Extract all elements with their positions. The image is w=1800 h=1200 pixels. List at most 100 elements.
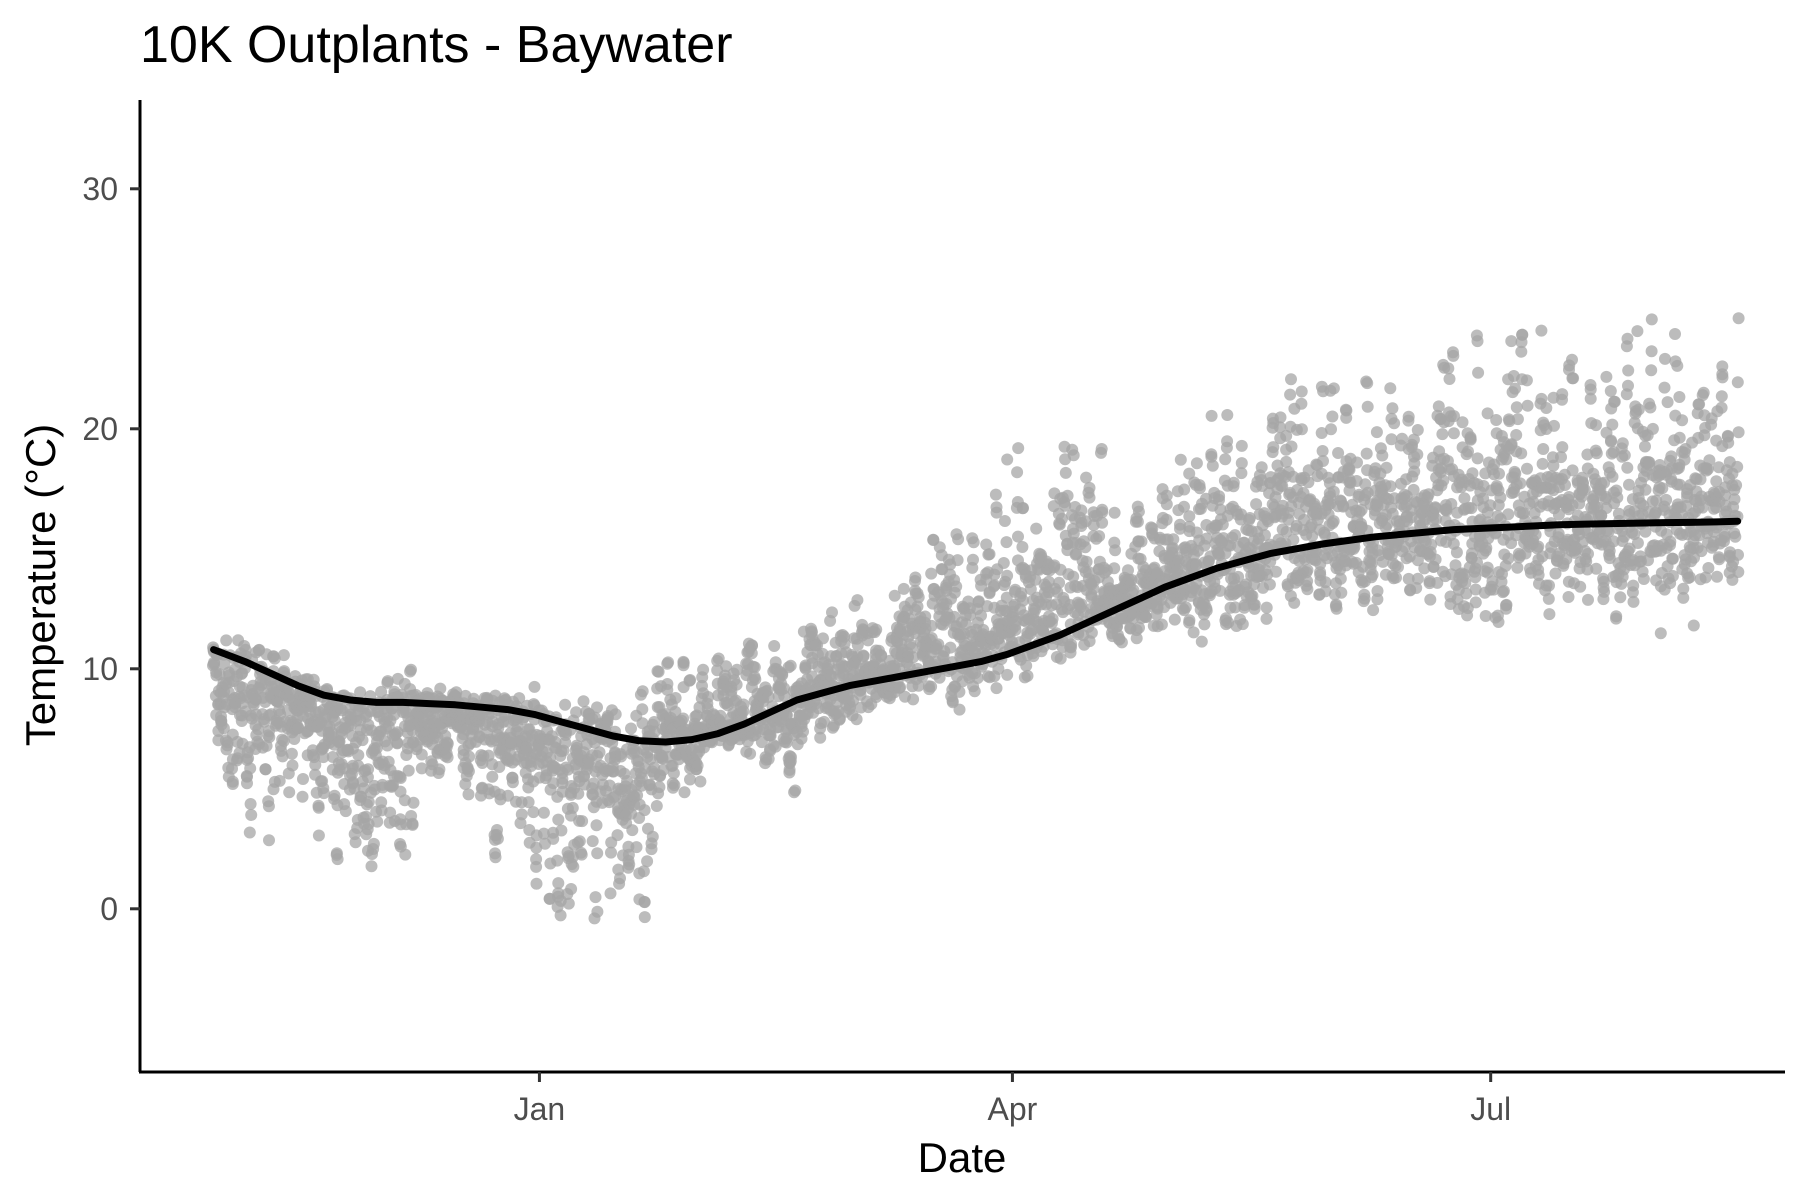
data-point: [575, 848, 588, 861]
data-point: [1429, 553, 1442, 566]
data-point: [1202, 555, 1215, 568]
data-point: [1108, 562, 1121, 575]
data-point: [1160, 498, 1173, 511]
data-point: [317, 751, 330, 764]
data-point: [1108, 506, 1121, 519]
data-point: [309, 758, 322, 771]
data-point: [1245, 589, 1257, 602]
data-point: [297, 773, 309, 785]
data-point: [748, 670, 761, 683]
data-point: [572, 787, 585, 800]
data-point: [1683, 571, 1696, 584]
data-point: [1219, 453, 1232, 466]
data-point: [1445, 498, 1458, 510]
data-point: [1480, 541, 1493, 554]
data-point: [1160, 489, 1173, 502]
y-axis-label: Temperature (°C): [17, 424, 64, 747]
data-point: [907, 651, 920, 664]
data-point: [1205, 448, 1218, 461]
data-point: [491, 824, 503, 836]
data-point: [1696, 501, 1709, 514]
data-point: [1178, 483, 1191, 496]
data-point: [1582, 547, 1594, 560]
data-point: [1200, 532, 1213, 545]
data-point: [1432, 400, 1445, 413]
data-point: [1509, 467, 1522, 480]
data-point: [911, 600, 924, 613]
data-point: [1664, 535, 1677, 548]
data-point: [631, 789, 644, 802]
data-point: [990, 682, 1003, 695]
data-point: [530, 853, 543, 866]
data-point: [1001, 453, 1014, 466]
data-point: [591, 701, 603, 714]
data-point: [933, 671, 946, 684]
data-point: [1511, 413, 1524, 426]
data-point: [748, 661, 761, 674]
data-point: [638, 895, 651, 908]
scatter-points: [207, 312, 1745, 925]
data-point: [600, 718, 613, 731]
data-point: [1603, 552, 1616, 565]
data-point: [522, 796, 535, 809]
chart-title: 10K Outplants - Baywater: [140, 16, 733, 74]
data-point: [1093, 530, 1106, 543]
data-point: [1021, 669, 1034, 682]
data-point: [286, 759, 299, 772]
data-point: [489, 851, 502, 864]
data-point: [1656, 482, 1669, 495]
data-point: [907, 693, 920, 706]
data-point: [375, 796, 388, 809]
data-point: [593, 746, 606, 759]
y-axis-ticks: 0 10 20 30: [82, 171, 140, 927]
data-point: [552, 813, 565, 826]
data-point: [1552, 508, 1565, 521]
data-point: [1295, 385, 1308, 398]
data-point: [1642, 456, 1655, 469]
data-point: [1216, 518, 1229, 531]
data-point: [1384, 382, 1397, 395]
data-point: [1631, 325, 1644, 338]
data-point: [1562, 591, 1575, 603]
data-point: [356, 734, 369, 747]
data-point: [1608, 395, 1621, 408]
data-point: [1606, 470, 1619, 483]
x-axis-label: Date: [918, 1134, 1007, 1181]
data-point: [730, 678, 743, 691]
data-point: [1622, 379, 1634, 392]
data-point: [826, 721, 839, 734]
data-point: [1443, 373, 1456, 385]
data-point: [1045, 617, 1058, 629]
data-point: [1515, 345, 1528, 358]
data-point: [1464, 433, 1477, 446]
data-point: [1235, 467, 1248, 480]
data-point: [1301, 564, 1314, 577]
data-point: [677, 712, 690, 725]
data-point: [1671, 359, 1684, 372]
data-point: [744, 747, 757, 760]
data-point: [1491, 609, 1504, 622]
data-point: [493, 761, 506, 773]
data-point: [626, 824, 639, 837]
data-point: [461, 761, 474, 774]
data-point: [678, 786, 691, 799]
data-point: [1160, 513, 1173, 526]
data-point: [1024, 583, 1037, 596]
data-point: [1145, 521, 1158, 534]
data-point: [1183, 467, 1196, 480]
data-point: [1645, 313, 1658, 326]
data-point: [1065, 638, 1078, 651]
data-point: [1469, 571, 1482, 584]
data-point: [1380, 461, 1393, 474]
data-point: [1205, 409, 1218, 422]
data-point: [1270, 565, 1282, 578]
data-point: [1055, 512, 1068, 525]
data-point: [1597, 575, 1610, 588]
data-point: [1095, 446, 1107, 459]
data-point: [362, 796, 375, 808]
data-point: [552, 877, 565, 890]
data-point: [1135, 535, 1148, 548]
data-point: [382, 755, 395, 768]
data-point: [1351, 456, 1363, 469]
data-point: [1497, 585, 1510, 597]
